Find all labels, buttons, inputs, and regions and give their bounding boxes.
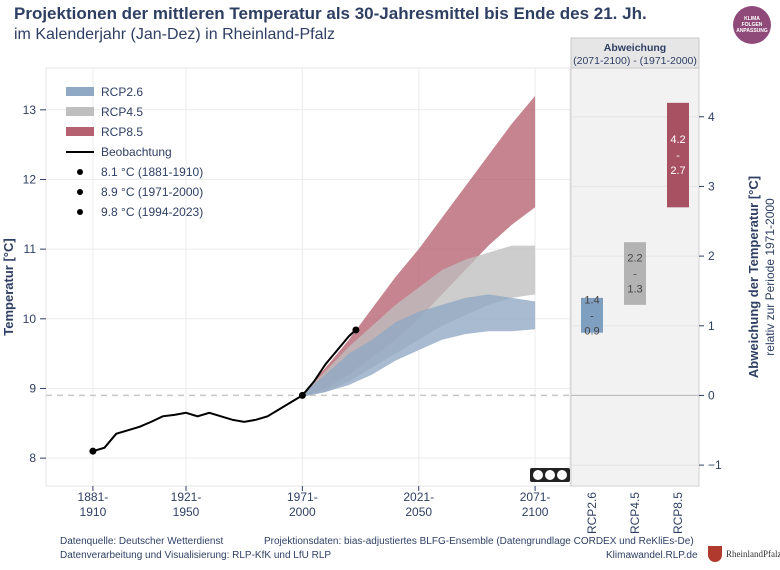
band-rcp26: [302, 294, 536, 397]
legend-label: RCP2.6: [101, 85, 143, 99]
legend-label: 9.8 °C (1994-2023): [101, 205, 203, 219]
side-category-label: RCP8.5: [671, 492, 685, 534]
logo-line: ANPASSUNG: [736, 28, 768, 34]
band-rcp85: [302, 95, 536, 397]
side-tick-label: 4: [708, 110, 715, 124]
x-tick-label: 2021-: [403, 490, 434, 504]
x-tick-label: 2050: [405, 505, 432, 519]
side-y-axis-label2: relativ zur Periode 1971-2000: [763, 198, 777, 356]
legend-swatch: [66, 127, 94, 136]
y-tick-label: 9: [29, 381, 36, 395]
range-separator: -: [590, 310, 594, 322]
rlp-crest-icon: [708, 546, 722, 562]
legend-swatch: [66, 107, 94, 116]
footer-website: Klimawandel.RLP.de: [606, 550, 698, 561]
rlp-logo-text: RheinlandPfalz: [726, 549, 780, 559]
legend-label: RCP8.5: [101, 125, 143, 139]
footer-processing: Datenverarbeitung und Visualisierung: RL…: [60, 550, 332, 561]
range-separator: -: [633, 269, 637, 281]
logo-line: KLIMA: [744, 16, 760, 22]
range-bar-rcp26: [581, 297, 603, 333]
cc-license-icon: [530, 468, 570, 482]
y-axis-label: Temperatur [°C]: [1, 238, 16, 335]
legend-point: [77, 209, 83, 215]
x-tick-label: 1910: [80, 505, 107, 519]
y-tick-label: 12: [23, 172, 37, 186]
observation-point: [89, 447, 97, 455]
page-subtitle: im Kalenderjahr (Jan-Dez) in Rheinland-P…: [14, 26, 336, 43]
range-low-label: 0.9: [584, 325, 599, 337]
side-tick-label: −1: [708, 458, 722, 472]
side-tick-label: 1: [708, 319, 715, 333]
x-tick-label: 1971-: [287, 490, 318, 504]
x-tick-label: 1921-: [171, 490, 202, 504]
x-tick-label: 1950: [173, 505, 200, 519]
x-tick-label: 2000: [289, 505, 316, 519]
observation-point: [298, 391, 306, 399]
x-tick-label: 2071-: [520, 490, 551, 504]
side-panel-header: [570, 37, 700, 69]
side-title: Abweichung: [604, 42, 666, 54]
range-high-label: 1.4: [584, 294, 599, 306]
legend-point: [77, 169, 83, 175]
x-tick-label: 1881-: [78, 490, 109, 504]
range-high-label: 4.2: [670, 134, 685, 146]
side-category-label: RCP2.6: [585, 492, 599, 534]
footer-projection: Projektionsdaten: bias-adjustiertes BLFG…: [264, 536, 694, 547]
range-low-label: 1.3: [627, 284, 642, 296]
y-tick-label: 11: [24, 242, 37, 256]
rlp-logo: RheinlandPfalz: [708, 546, 780, 562]
legend-swatch: [66, 87, 94, 96]
range-low-label: 2.7: [670, 165, 685, 177]
page-title: Projektionen der mittleren Temperatur al…: [14, 4, 647, 23]
side-tick-label: 2: [708, 249, 715, 263]
range-high-label: 2.2: [627, 253, 642, 265]
legend-label: Beobachtung: [101, 145, 172, 159]
observation-line: [92, 329, 357, 453]
observation-point: [352, 326, 360, 334]
side-subtitle: (2071-2100) - (1971-2000): [573, 55, 697, 67]
legend-label: 8.1 °C (1881-1910): [101, 165, 203, 179]
footer-source: Datenquelle: Deutscher Wetterdienst: [60, 536, 224, 547]
side-tick-label: 0: [708, 388, 715, 402]
logo-line: FOLGEN: [741, 22, 763, 28]
side-tick-label: 3: [708, 179, 715, 193]
klimawandel-logo: KLIMA FOLGEN ANPASSUNG: [733, 6, 771, 44]
y-tick-label: 13: [23, 103, 37, 117]
side-category-label: RCP4.5: [628, 492, 642, 534]
x-tick-label: 2100: [522, 505, 549, 519]
y-tick-label: 8: [29, 451, 36, 465]
range-bar-rcp45: [624, 242, 646, 305]
range-separator: -: [676, 150, 680, 162]
legend-label: 8.9 °C (1971-2000): [101, 185, 203, 199]
legend-label: RCP4.5: [101, 105, 143, 119]
range-bar-rcp85: [667, 102, 689, 208]
side-y-axis-label: Abweichung der Temperatur [°C]: [746, 176, 761, 378]
legend-point: [77, 189, 83, 195]
y-tick-label: 10: [23, 312, 37, 326]
